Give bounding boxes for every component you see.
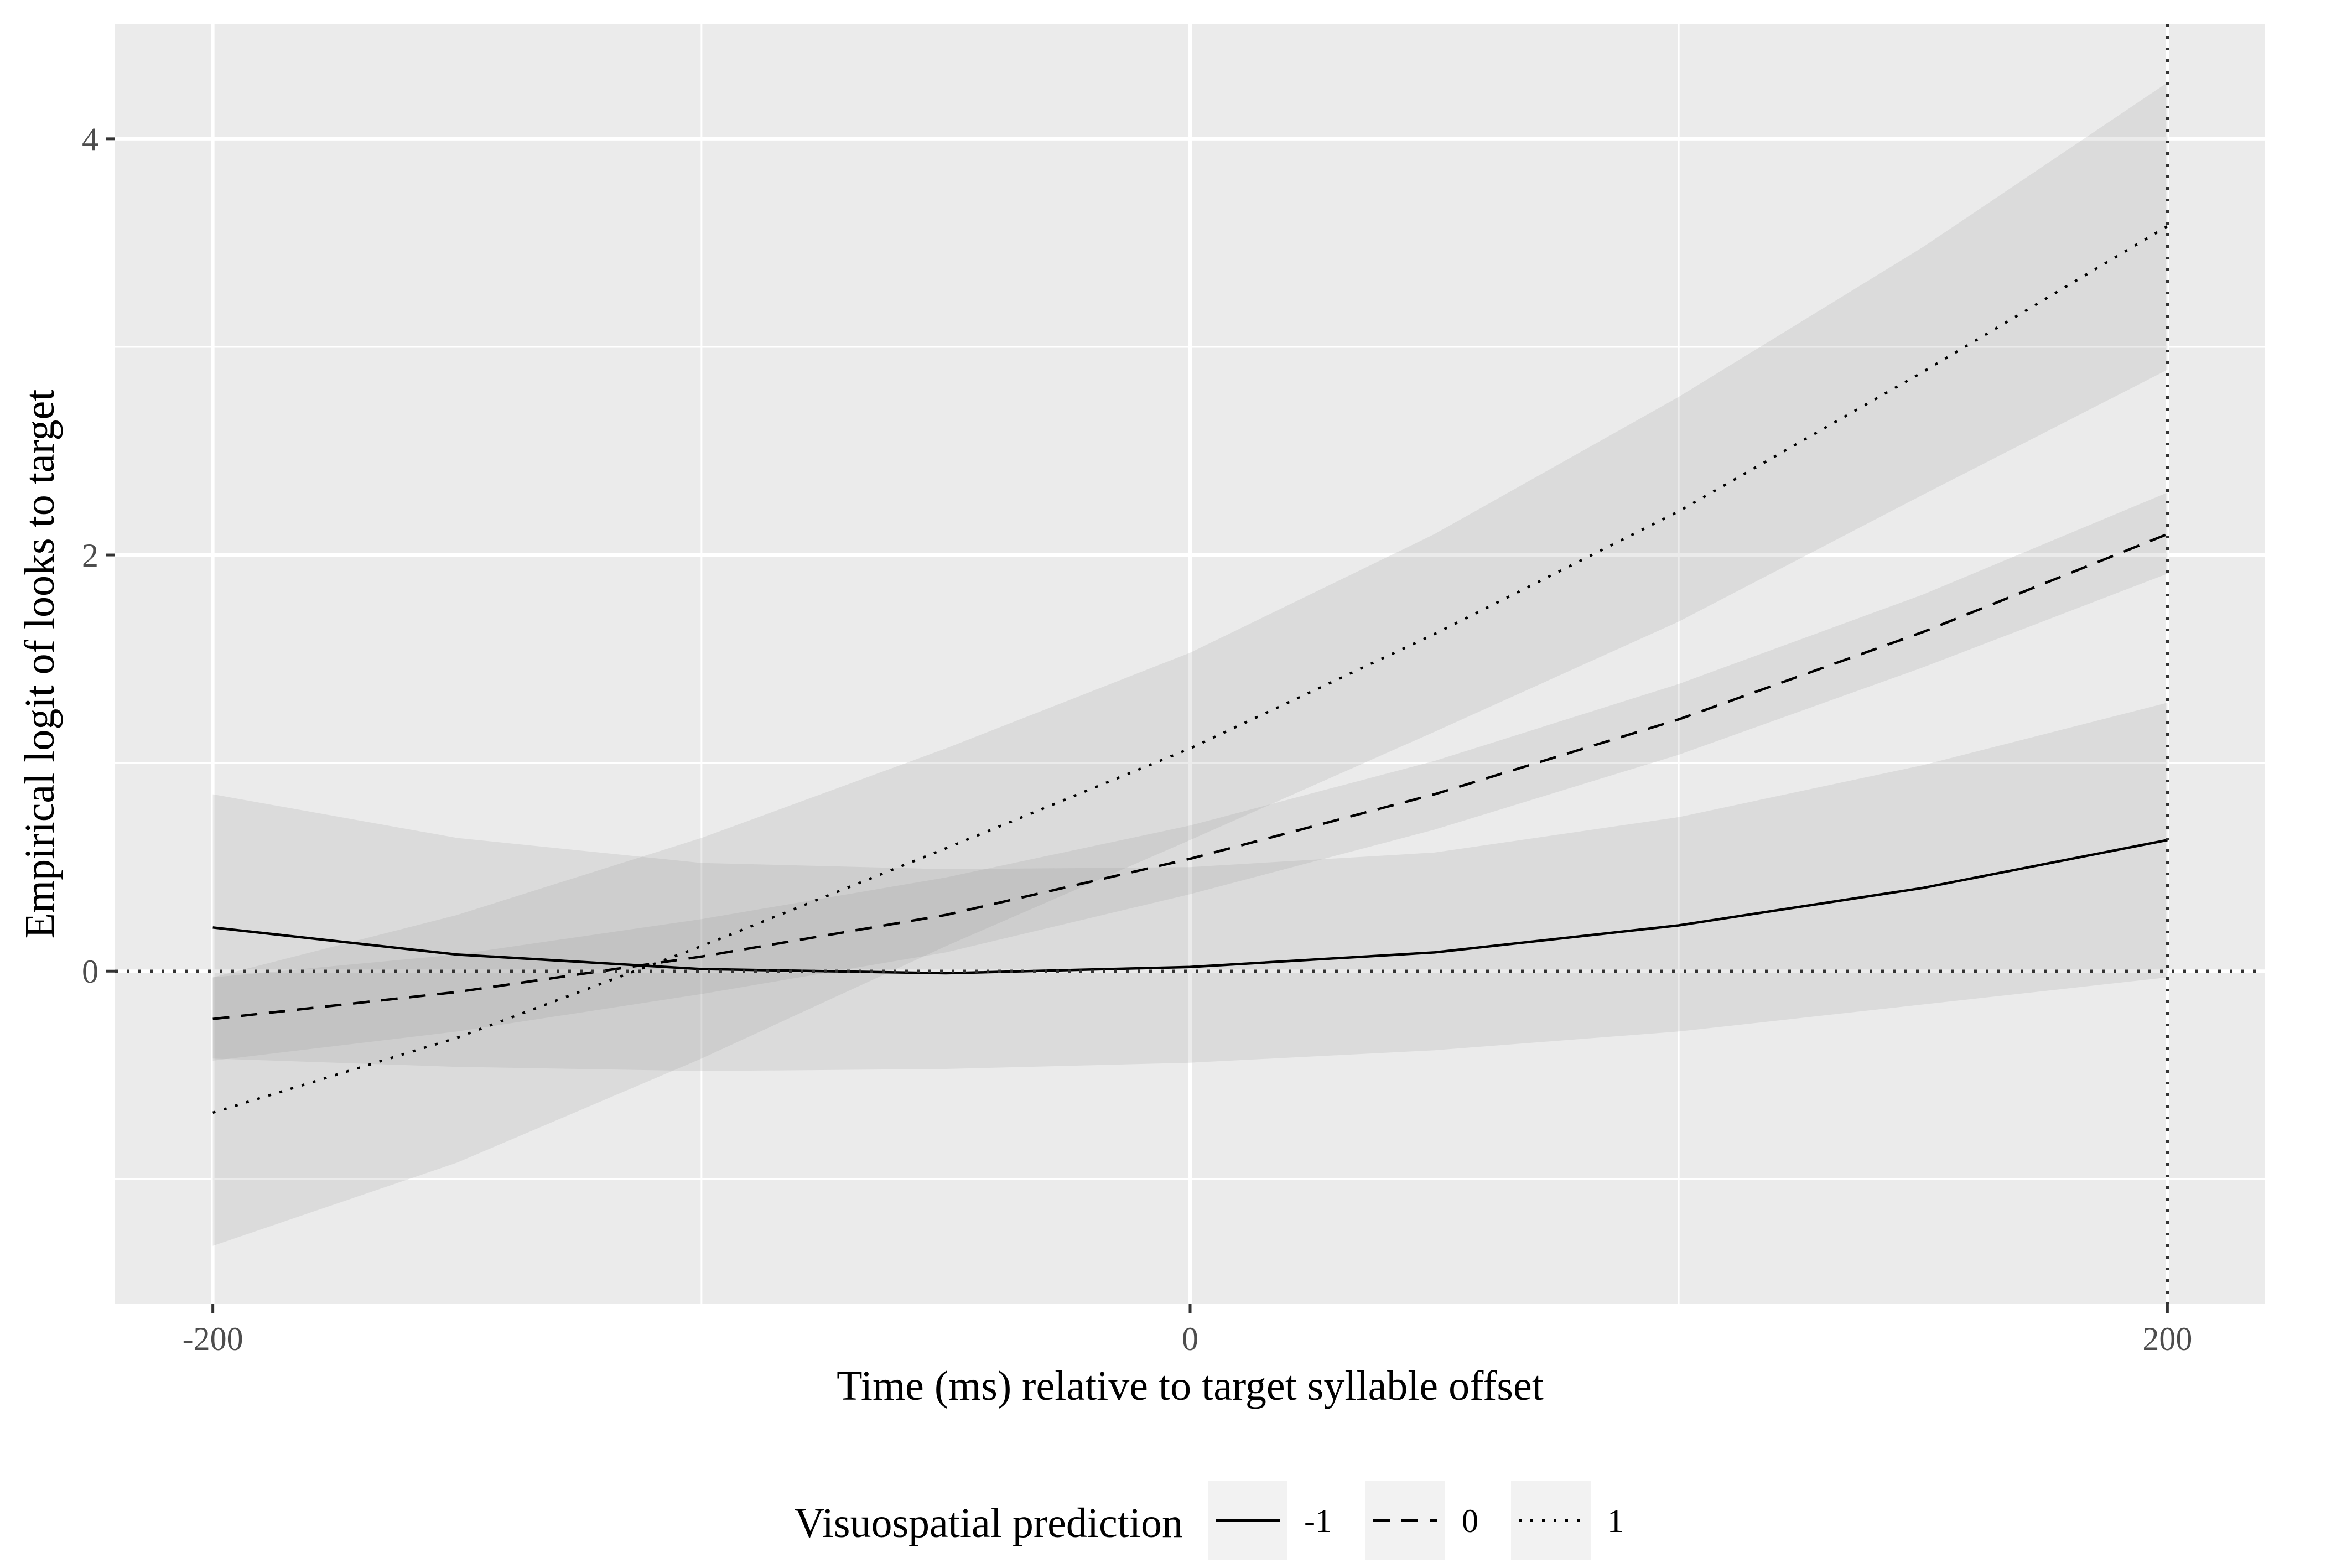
confidence-band	[212, 492, 2168, 1061]
legend-title: Visuospatial prediction	[794, 1500, 1183, 1546]
y-tick-label: 2	[82, 537, 98, 574]
x-tick-label: 200	[2142, 1321, 2192, 1357]
confidence-bands	[212, 82, 2168, 1246]
y-tick-label: 4	[82, 121, 98, 158]
x-tick-label: -200	[183, 1321, 243, 1357]
x-axis-title: Time (ms) relative to target syllable of…	[837, 1363, 1544, 1409]
legend-label: 0	[1462, 1503, 1478, 1539]
x-tick-label: 0	[1182, 1321, 1198, 1357]
series-line	[212, 533, 2168, 1020]
legend-label: 1	[1607, 1503, 1624, 1539]
y-tick-label: 0	[82, 953, 98, 990]
confidence-band	[212, 703, 2168, 1071]
legend-entries: -1 0 1	[1208, 1481, 1624, 1560]
series-lines	[212, 225, 2168, 1114]
legend-label: -1	[1304, 1503, 1332, 1539]
series-line	[212, 839, 2168, 975]
reference-lines	[115, 24, 2265, 1304]
confidence-band	[212, 82, 2168, 1246]
axis-ticks: -200 0 200 0 2 4	[82, 121, 2192, 1357]
legend: Visuospatial prediction -1 0 1	[794, 1481, 1624, 1560]
y-axis-title: Empirical logit of looks to target	[17, 390, 63, 939]
